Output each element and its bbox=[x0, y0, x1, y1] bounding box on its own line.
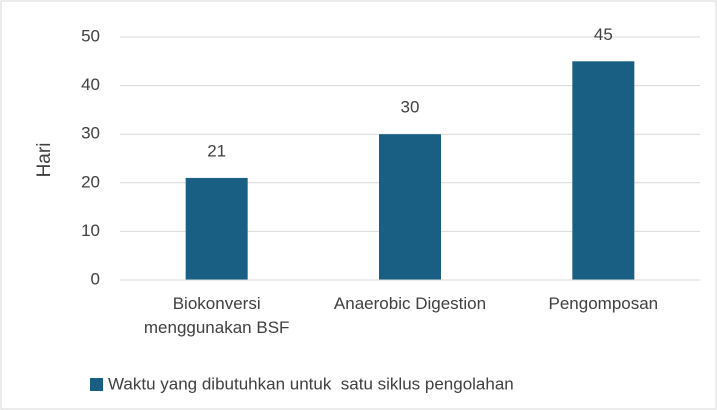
x-tick-label: Anaerobic Digestion bbox=[333, 294, 487, 313]
y-tick-label: 30 bbox=[81, 124, 100, 143]
data-label: 21 bbox=[207, 141, 226, 160]
bar bbox=[572, 61, 635, 280]
bar bbox=[185, 177, 248, 280]
x-tick-label: Pengomposan bbox=[548, 294, 659, 313]
data-label: 45 bbox=[594, 25, 613, 44]
legend-swatch bbox=[90, 378, 103, 391]
y-tick-label: 50 bbox=[81, 26, 100, 45]
legend-label: Waktu yang dibutuhkan untuk satu siklus … bbox=[108, 374, 514, 393]
y-tick-label: 0 bbox=[91, 269, 100, 288]
y-tick-label: 20 bbox=[81, 172, 100, 191]
y-tick-label: 10 bbox=[81, 221, 100, 240]
y-tick-label: 40 bbox=[81, 75, 100, 94]
x-tick-label: Biokonversi menggunakan BSF bbox=[143, 294, 290, 337]
y-axis-label: Hari bbox=[34, 143, 55, 178]
data-label: 30 bbox=[401, 98, 420, 117]
bar bbox=[379, 134, 441, 280]
